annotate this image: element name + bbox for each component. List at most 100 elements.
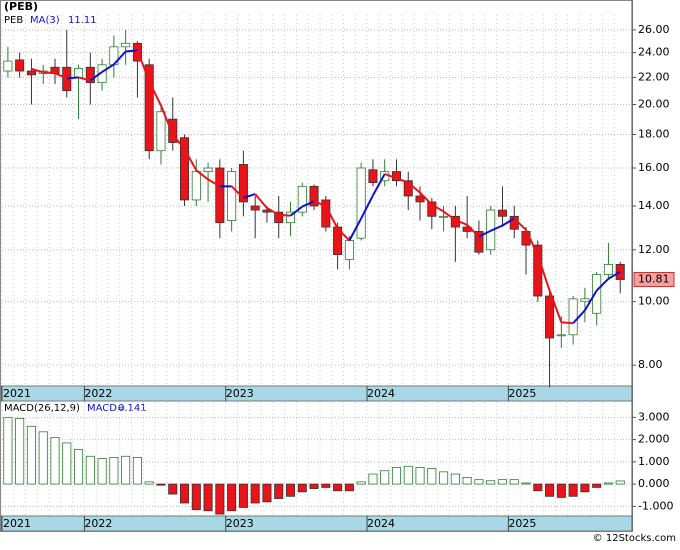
macd-bar [427,468,437,485]
macd-bar [38,431,48,485]
ma-segment [243,193,256,199]
ma-segment [278,213,291,217]
ma-segment [513,217,527,231]
ma-segment [301,200,315,208]
ma-segment [501,217,515,227]
ma-segment [136,49,151,82]
x-tick-label: 2024 [367,517,395,530]
candle-body [533,244,543,297]
macd-bar [415,466,425,485]
candle-body [297,185,307,213]
candle-body [215,167,225,224]
y-tick-label: 8.00 [638,358,663,371]
candle-body [403,180,413,197]
macd-bar [368,473,378,485]
macd-bar [592,483,602,488]
ma-segment [43,71,56,75]
candle-body [509,215,519,230]
ma-segment [478,229,492,238]
macd-bar [180,483,190,504]
macd-bar [62,442,72,485]
candle-body [15,59,25,72]
candle-body [3,60,13,72]
candle-body [203,167,213,172]
macd-bar [545,483,555,497]
candle-body [85,66,95,84]
macd-bar [580,483,590,493]
macd-bar [238,483,248,508]
chart-title: (PEB) [4,0,38,13]
candle-body [309,185,319,207]
macd-bar [215,483,225,515]
macd-bar [26,425,36,485]
macd-bar [391,466,402,485]
macd-bar [497,479,507,485]
candle-body [415,195,425,203]
macd-bar [462,477,472,485]
candle-body [191,171,201,201]
macd-bar [568,483,578,497]
ma-segment [195,169,209,181]
x-tick-label: 2025 [508,387,536,400]
macd-bar [344,483,354,492]
ma-segment [78,76,91,82]
macd-bar [439,471,449,485]
ma-segment [160,105,174,135]
y-tick-label: 14.00 [638,199,670,212]
ma-segment [419,191,433,206]
candle-body [368,169,378,183]
y-tick-label: 0.000 [638,477,670,490]
macd-bar [85,455,95,485]
macd-bar [285,483,296,497]
ma-segment [584,289,598,311]
ma-segment [548,290,563,323]
x-tick-label: 2023 [226,517,254,530]
ma-segment [101,63,115,73]
candle-body [580,298,590,303]
macd-bar [603,482,613,485]
candle-body [121,42,131,48]
ma-segment [607,270,621,280]
candle-body [74,68,84,78]
ma-segment [431,203,445,213]
ma-segment [384,172,397,180]
macd-bar [156,483,166,486]
ma-segment [207,178,221,188]
ma-segment [372,173,386,196]
candle-body [344,240,354,260]
ma-segment [443,210,456,221]
macd-bar [356,481,366,485]
macd-bar [97,458,107,485]
y-tick-label: 12.00 [638,243,670,256]
ma-segment [66,76,79,80]
candle-body [144,64,154,152]
ma-segment [289,205,303,217]
macd-bar [50,436,60,485]
ma-segment [466,224,480,238]
macd-bar [380,470,390,485]
x-tick-label: 2022 [84,387,112,400]
macd-bar [556,483,566,498]
candle-body [156,111,166,152]
macd-bar [521,482,531,485]
ma-segment [254,193,268,209]
candle-body [356,167,366,239]
ma-segment [31,67,44,74]
y-tick-label: 1.000 [638,455,670,468]
legend-macd-value: 0.141 [118,403,147,414]
x-tick-label: 2021 [3,517,31,530]
ma-segment [490,224,503,232]
ma-segment [454,218,468,226]
ma-segment [183,148,198,171]
legend-price: PEB [4,15,23,26]
last-price-box [633,272,675,288]
macd-bar [533,483,543,492]
ma-segment [54,72,68,80]
candle-body [274,211,284,224]
macd-bar [297,483,307,493]
macd-bar [109,456,119,485]
candle-body [439,215,449,218]
y-tick-label: 26.00 [638,23,670,36]
macd-bar [121,455,131,485]
